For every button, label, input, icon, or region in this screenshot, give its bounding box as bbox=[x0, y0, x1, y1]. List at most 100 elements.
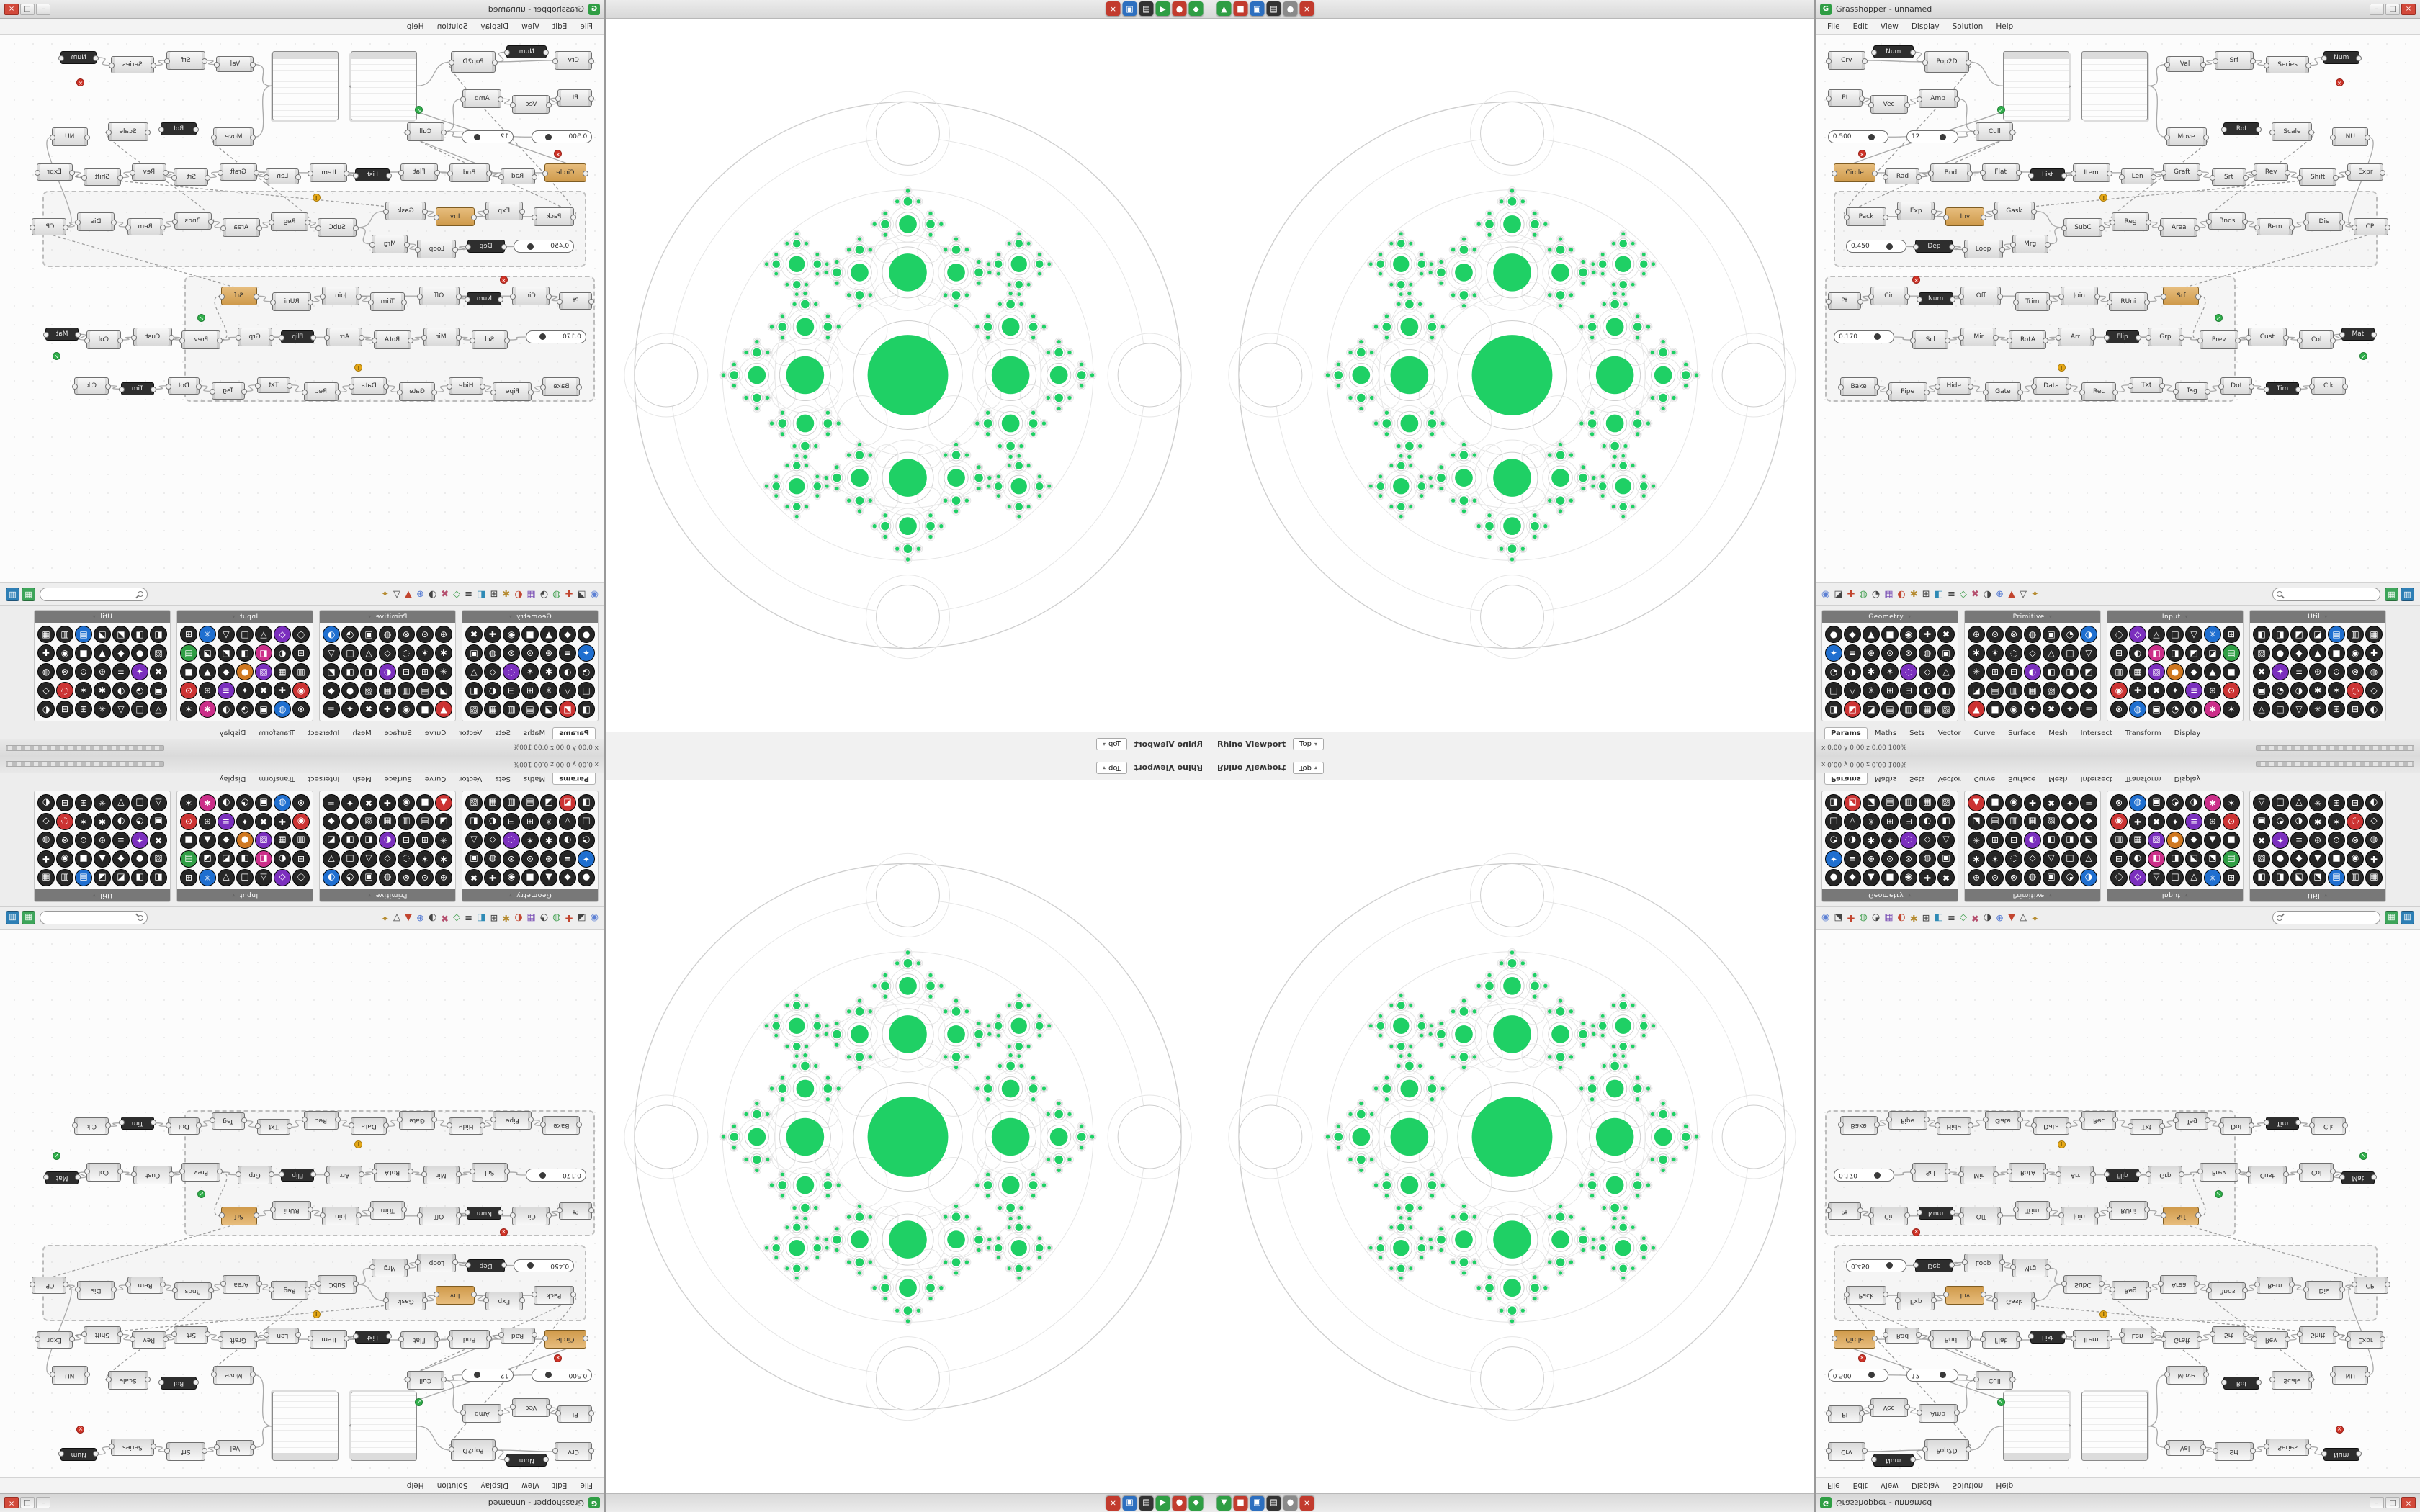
ribbon-icon[interactable]: ■ bbox=[75, 644, 92, 662]
ribbon-icon[interactable]: ● bbox=[578, 869, 595, 886]
toolbar-icon[interactable]: ⊕ bbox=[1996, 912, 2004, 924]
toolbar-icon[interactable]: ◇ bbox=[1959, 912, 1967, 924]
ribbon-icon[interactable]: ▥ bbox=[398, 682, 415, 699]
toolbar-icon[interactable]: ✖ bbox=[1971, 588, 1979, 600]
ribbon-icon[interactable]: ▥ bbox=[503, 794, 520, 811]
ribbon-icon[interactable]: ▽ bbox=[559, 813, 576, 830]
toolbar-icon[interactable]: ✦ bbox=[381, 588, 389, 600]
toolbar-icon[interactable]: ✦ bbox=[2031, 588, 2039, 600]
viewport-tab-top[interactable]: Top ▾ bbox=[1095, 738, 1127, 750]
ribbon-icon[interactable]: ▣ bbox=[2043, 626, 2060, 643]
ribbon-icon[interactable]: ◉ bbox=[2347, 644, 2364, 662]
ribbon-icon[interactable]: ⊗ bbox=[398, 626, 415, 643]
taskbar-icon[interactable]: ● bbox=[1283, 1, 1298, 16]
ribbon-icon[interactable]: ⊗ bbox=[2347, 663, 2364, 680]
ribbon-icon[interactable]: ◑ bbox=[323, 869, 340, 886]
ribbon-icon[interactable]: ◐ bbox=[2365, 794, 2383, 811]
ribbon-icon[interactable]: ⊗ bbox=[2110, 794, 2128, 811]
ribbon-icon[interactable]: ◇ bbox=[274, 869, 291, 886]
viewport-tab-top[interactable]: Top ▾ bbox=[1293, 762, 1325, 774]
taskbar-icon[interactable]: ▣ bbox=[1122, 1496, 1137, 1511]
ribbon-icon[interactable]: ⊗ bbox=[56, 832, 73, 849]
gh-component[interactable]: Scl bbox=[1910, 330, 1951, 349]
ribbon-icon[interactable]: ◇ bbox=[379, 850, 396, 868]
ribbon-icon[interactable]: ✖ bbox=[360, 701, 377, 718]
ribbon-tab-vector[interactable]: Vector bbox=[1937, 729, 1961, 737]
ribbon-icon[interactable]: ◪ bbox=[1863, 701, 1880, 718]
toolbar-icon[interactable]: ◪ bbox=[1834, 588, 1843, 600]
minimize-button[interactable]: – bbox=[2370, 3, 2384, 15]
taskbar-icon[interactable]: ▤ bbox=[1266, 1496, 1281, 1511]
ribbon-icon[interactable]: ▦ bbox=[37, 869, 55, 886]
ribbon-icon[interactable]: ◍ bbox=[37, 832, 55, 849]
ribbon-icon[interactable]: ✶ bbox=[521, 832, 539, 849]
ribbon-icon[interactable]: □ bbox=[2166, 869, 2184, 886]
ribbon-icon[interactable]: ◐ bbox=[37, 794, 55, 811]
ribbon-tab-sets[interactable]: Sets bbox=[495, 775, 511, 783]
toolbar-icon[interactable]: ✚ bbox=[1847, 588, 1855, 600]
ribbon-icon[interactable]: ▦ bbox=[379, 813, 396, 830]
ribbon-icon[interactable]: ◩ bbox=[323, 832, 340, 849]
ribbon-icon[interactable]: ⊕ bbox=[2309, 663, 2326, 680]
ribbon-icon[interactable]: ◩ bbox=[2080, 832, 2097, 849]
ribbon-icon[interactable]: ◩ bbox=[2185, 850, 2202, 868]
ribbon-tab-sets[interactable]: Sets bbox=[1909, 729, 1925, 737]
ribbon-icon[interactable]: ▣ bbox=[255, 701, 272, 718]
ribbon-icon[interactable]: ◐ bbox=[484, 682, 501, 699]
toolbar-icon[interactable]: ⊕ bbox=[1996, 588, 2004, 600]
ribbon-icon[interactable]: ⊗ bbox=[503, 850, 520, 868]
ribbon-icon[interactable]: ✶ bbox=[180, 701, 197, 718]
ribbon-icon[interactable]: ✶ bbox=[416, 850, 434, 868]
ribbon-tab-params[interactable]: Params bbox=[552, 773, 596, 785]
ribbon-icon[interactable]: ◇ bbox=[274, 626, 291, 643]
ribbon-icon[interactable]: ■ bbox=[2328, 644, 2345, 662]
ribbon-tab-curve[interactable]: Curve bbox=[1973, 775, 1996, 783]
ribbon-icon[interactable]: ◑ bbox=[112, 682, 130, 699]
ribbon-icon[interactable]: ✱ bbox=[199, 794, 216, 811]
ribbon-icon[interactable]: ● bbox=[236, 832, 254, 849]
ribbon-icon[interactable]: ✦ bbox=[2166, 682, 2184, 699]
ribbon-icon[interactable]: ✶ bbox=[416, 644, 434, 662]
ribbon-icon[interactable]: ◍ bbox=[2024, 869, 2041, 886]
ribbon-icon[interactable]: ■ bbox=[521, 626, 539, 643]
ribbon-tab-transform[interactable]: Transform bbox=[2125, 729, 2161, 737]
ribbon-icon[interactable]: □ bbox=[2061, 644, 2079, 662]
ribbon-icon[interactable]: ◨ bbox=[578, 794, 595, 811]
ribbon-icon[interactable]: ■ bbox=[1881, 869, 1899, 886]
ribbon-icon[interactable]: ▽ bbox=[323, 644, 340, 662]
ribbon-icon[interactable]: ◆ bbox=[2080, 682, 2097, 699]
ribbon-icon[interactable]: ▽ bbox=[2290, 701, 2308, 718]
menu-item-file[interactable]: File bbox=[580, 1481, 593, 1490]
ribbon-icon[interactable]: ▲ bbox=[2204, 663, 2221, 680]
ribbon-icon[interactable]: ✳ bbox=[1863, 813, 1880, 830]
ribbon-icon[interactable]: ✦ bbox=[236, 813, 254, 830]
ribbon-icon[interactable]: ● bbox=[2166, 832, 2184, 849]
ribbon-icon[interactable]: ⊕ bbox=[1968, 869, 1985, 886]
ribbon-icon[interactable]: ✳ bbox=[435, 663, 452, 680]
toolbar-icon[interactable]: ✱ bbox=[1909, 912, 1918, 924]
ribbon-icon[interactable]: ▲ bbox=[2204, 832, 2221, 849]
ribbon-tab-display[interactable]: Display bbox=[219, 729, 246, 737]
ribbon-icon[interactable]: ▣ bbox=[2043, 869, 2060, 886]
ribbon-icon[interactable]: ✱ bbox=[1968, 644, 1985, 662]
ribbon-icon[interactable]: ✖ bbox=[465, 626, 483, 643]
gh-component[interactable]: Cir bbox=[1868, 287, 1910, 306]
ribbon-icon[interactable]: ✖ bbox=[2148, 813, 2165, 830]
ribbon-icon[interactable]: □ bbox=[131, 701, 148, 718]
ribbon-icon[interactable]: ◩ bbox=[2290, 869, 2308, 886]
ribbon-icon[interactable]: ◉ bbox=[503, 626, 520, 643]
ribbon-icon[interactable]: ▧ bbox=[150, 850, 167, 868]
ribbon-icon[interactable]: △ bbox=[2253, 701, 2270, 718]
ribbon-icon[interactable]: ◆ bbox=[559, 869, 576, 886]
ribbon-icon[interactable]: ◌ bbox=[1900, 663, 1917, 680]
ribbon-icon[interactable]: ▦ bbox=[2365, 626, 2383, 643]
ribbon-icon[interactable]: ▧ bbox=[465, 794, 483, 811]
taskbar-icon[interactable]: ◆ bbox=[1188, 1496, 1204, 1511]
ribbon-icon[interactable]: ▤ bbox=[2223, 644, 2240, 662]
toolbar-icon[interactable]: ◐ bbox=[1897, 912, 1906, 924]
rhino-canvas[interactable] bbox=[606, 19, 1210, 732]
ribbon-icon[interactable]: ▧ bbox=[360, 682, 377, 699]
ribbon-icon[interactable]: ✳ bbox=[199, 869, 216, 886]
gh-component[interactable]: Dis bbox=[2303, 212, 2345, 232]
ribbon-icon[interactable]: ▣ bbox=[255, 794, 272, 811]
